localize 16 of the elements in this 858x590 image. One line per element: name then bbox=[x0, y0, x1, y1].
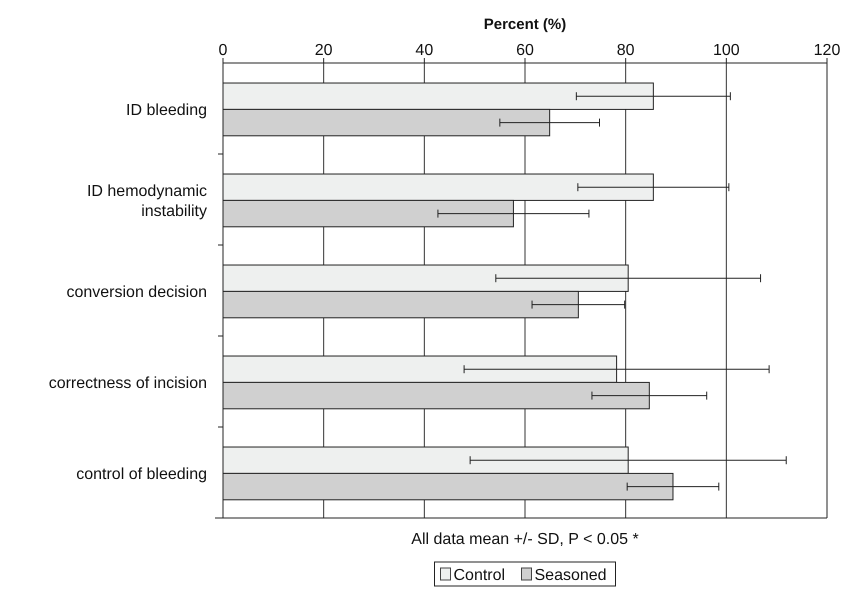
legend-label: Seasoned bbox=[534, 567, 607, 584]
y-tick-label: correctness of incision bbox=[48, 375, 207, 392]
x-tick-label: 100 bbox=[712, 42, 740, 59]
y-tick-label: ID bleeding bbox=[126, 102, 207, 120]
x-tick-label: 60 bbox=[516, 42, 534, 59]
x-tick-label: 120 bbox=[814, 42, 840, 59]
text: Control bbox=[454, 567, 506, 584]
text: All data mean +/- SD, P < 0.05 * bbox=[411, 531, 639, 548]
y-tick-label: conversion decision bbox=[66, 284, 207, 302]
x-tick-label: 0 bbox=[218, 42, 228, 59]
y-tick-label: control of bleeding bbox=[76, 466, 207, 484]
y-tick-label: ID hemodynamic instability bbox=[86, 183, 207, 220]
x-tick-label: 40 bbox=[415, 42, 434, 59]
x-axis-title: Percent (%) bbox=[484, 16, 566, 33]
x-tick-label: 80 bbox=[616, 42, 635, 59]
x-tick-label: 20 bbox=[314, 42, 333, 59]
